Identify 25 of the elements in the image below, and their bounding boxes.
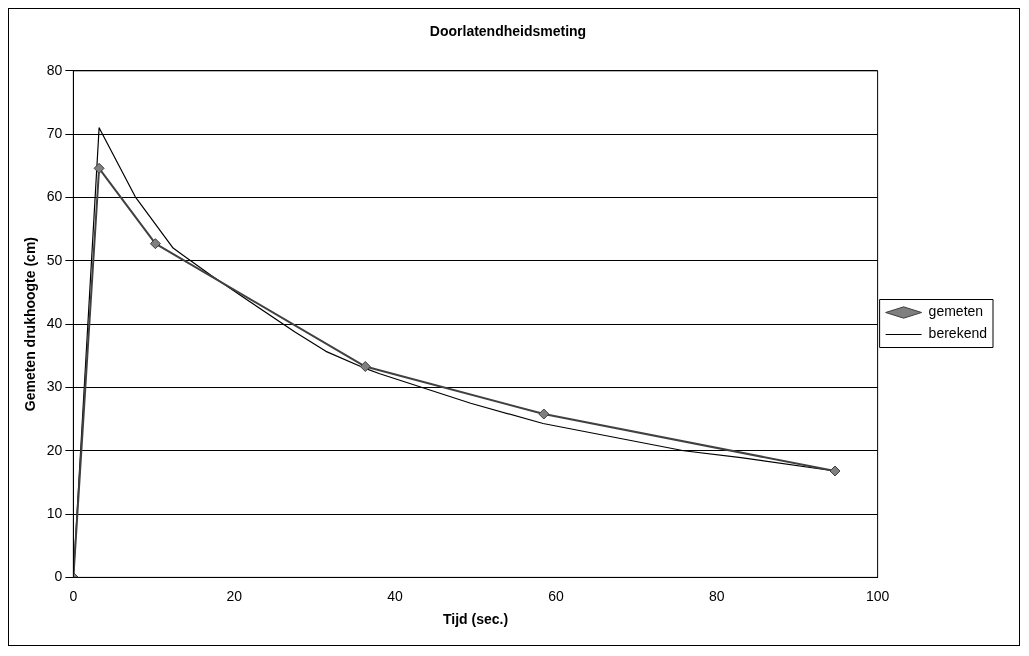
y-axis-title: Gemeten drukhoogte (cm) [22,236,39,412]
y-tick-label: 40 [46,314,63,331]
x-tick-label: 0 [69,587,78,604]
chart-title: Doorlatendheidsmeting [429,23,587,40]
y-tick-label: 10 [46,504,63,521]
legend-label: gemeten [928,303,984,320]
legend-label: berekend [928,325,988,342]
x-tick-label: 60 [548,587,564,604]
y-tick-label: 30 [46,378,63,395]
y-tick-label: 50 [46,251,63,268]
y-tick-label: 20 [46,441,63,458]
point [829,465,841,477]
point [359,361,371,373]
y-tick-label: 70 [46,124,63,141]
y-tick-label: 0 [54,568,63,585]
point [93,162,105,174]
x-axis-title: Tijd (sec.) [442,611,509,628]
point [538,408,550,420]
y-tick-label: 80 [46,61,63,78]
x-tick-label: 80 [708,587,725,604]
x-tick-label: 20 [226,587,243,604]
x-tick-label: 100 [865,587,890,604]
point [149,238,161,250]
x-tick-label: 40 [387,587,404,604]
y-tick-label: 60 [46,188,63,205]
